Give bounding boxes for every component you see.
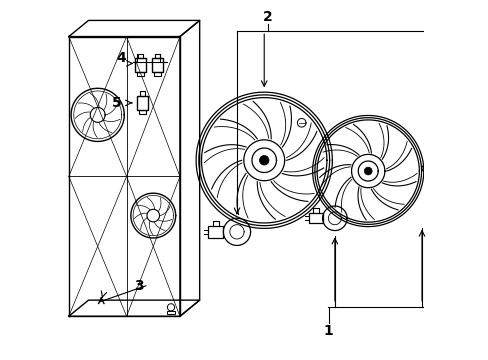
Bar xyxy=(138,54,143,58)
Bar xyxy=(135,58,145,72)
Bar xyxy=(137,72,144,76)
Bar xyxy=(139,91,144,96)
Text: 1: 1 xyxy=(323,324,333,338)
Circle shape xyxy=(364,167,371,175)
Bar xyxy=(167,311,174,315)
Bar xyxy=(138,110,146,114)
Circle shape xyxy=(259,156,268,165)
Bar xyxy=(155,54,160,58)
Bar xyxy=(137,96,147,110)
Bar xyxy=(308,213,322,224)
Bar xyxy=(154,72,161,76)
Text: 4: 4 xyxy=(116,51,125,65)
Bar xyxy=(208,226,223,238)
Bar xyxy=(152,58,163,72)
Text: 3: 3 xyxy=(134,279,143,293)
Text: 2: 2 xyxy=(263,10,272,24)
Text: 5: 5 xyxy=(112,96,122,110)
